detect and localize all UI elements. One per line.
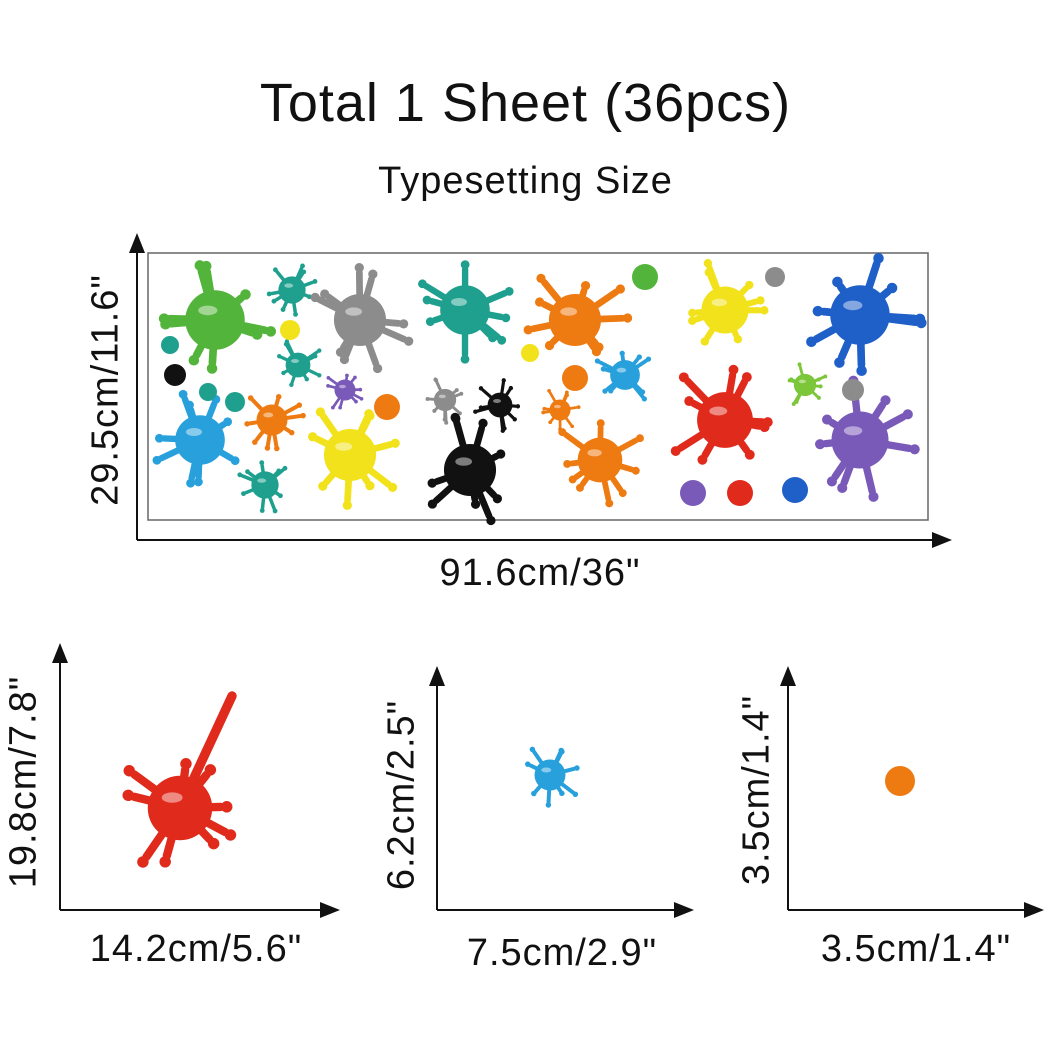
splat-green bbox=[158, 260, 277, 374]
splat-teal bbox=[418, 260, 514, 364]
dot-yellow bbox=[280, 320, 300, 340]
sheet-height-label: 29.5cm/11.6" bbox=[84, 274, 127, 506]
item1-height-label: 19.8cm/7.8" bbox=[2, 675, 45, 889]
splat-black bbox=[427, 412, 506, 526]
splat-gray bbox=[310, 262, 414, 374]
item2-width-label: 7.5cm/2.9" bbox=[466, 932, 658, 974]
dot-gray bbox=[765, 267, 785, 287]
splat-purple bbox=[326, 373, 364, 410]
splat-orange bbox=[523, 273, 633, 357]
splat-teal bbox=[237, 460, 288, 514]
splat-orange bbox=[244, 393, 306, 452]
sheet-splats bbox=[152, 252, 927, 526]
splat-yellow bbox=[308, 407, 400, 510]
dot-red bbox=[727, 480, 753, 506]
splat-lightblue bbox=[152, 389, 240, 488]
splat-lightblue bbox=[594, 350, 652, 402]
item3-height-label: 3.5cm/1.4" bbox=[735, 694, 778, 886]
item2-height-label: 6.2cm/2.5" bbox=[380, 699, 423, 891]
splat-orange bbox=[541, 388, 581, 431]
splat-purple bbox=[815, 375, 920, 502]
splat-red bbox=[670, 364, 773, 465]
dot-black bbox=[164, 364, 186, 386]
item1-red-splash bbox=[122, 691, 237, 868]
page-title: Total 1 Sheet (36pcs) bbox=[259, 73, 792, 133]
dot-blue bbox=[782, 477, 808, 503]
splat-orange bbox=[558, 419, 644, 508]
item1-width-label: 14.2cm/5.6" bbox=[89, 928, 303, 970]
splat-gray bbox=[425, 377, 464, 425]
splat-teal bbox=[266, 263, 318, 317]
splat-blue bbox=[806, 252, 927, 377]
splat-black bbox=[473, 378, 521, 433]
dot-yellow bbox=[521, 344, 539, 362]
dot-gray bbox=[842, 379, 864, 401]
dot-orange bbox=[562, 365, 588, 391]
dot-purple bbox=[680, 480, 706, 506]
item3-orange-dot bbox=[885, 766, 915, 796]
item3-width-label: 3.5cm/1.4" bbox=[820, 928, 1012, 970]
dot-teal bbox=[199, 383, 217, 401]
splat-teal bbox=[277, 339, 322, 387]
sheet-width-label: 91.6cm/36" bbox=[439, 552, 641, 594]
item2-blue-splash bbox=[525, 746, 580, 808]
dot-green bbox=[632, 264, 658, 290]
dot-orange bbox=[374, 394, 400, 420]
splat-lime bbox=[787, 362, 828, 406]
dot-teal bbox=[161, 336, 179, 354]
subtitle: Typesetting Size bbox=[378, 160, 673, 202]
dot-teal bbox=[225, 392, 245, 412]
splat-yellow bbox=[688, 259, 769, 346]
